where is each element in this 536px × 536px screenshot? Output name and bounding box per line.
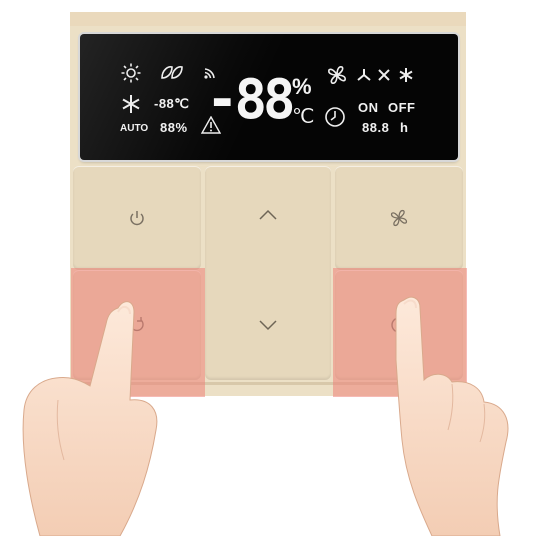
- chevron-up-icon[interactable]: [258, 207, 278, 221]
- panel-bottom-edge: [72, 382, 464, 385]
- power-icon: [130, 211, 144, 226]
- snowflake-icon: [122, 95, 140, 113]
- hours-value: 88.8: [362, 120, 390, 135]
- wifi-icon: [204, 68, 215, 79]
- on-label: ON: [358, 100, 379, 115]
- cool-icon: [378, 69, 390, 81]
- main-celsius-unit: ℃: [292, 106, 315, 128]
- off-label: OFF: [388, 100, 416, 115]
- fan-low-icon: [357, 69, 371, 81]
- chevron-down-icon[interactable]: [258, 319, 278, 333]
- auto-label: AUTO: [120, 123, 149, 134]
- up-down-button[interactable]: [205, 166, 331, 380]
- hands-illustration: [22, 296, 509, 536]
- snowflake-small-icon: [399, 68, 413, 82]
- fan-icon: [328, 66, 346, 84]
- sun-icon: [121, 63, 141, 83]
- lcd-display: -88℃ AUTO 88% -88 % ℃ ON OFF 88.8 h: [80, 34, 458, 160]
- small-humidity: 88%: [160, 120, 188, 135]
- fan-button[interactable]: [335, 166, 463, 270]
- left-hand: [22, 301, 158, 536]
- leaf-icon: [161, 66, 183, 79]
- clock-icon: [325, 107, 345, 127]
- right-hand: [395, 296, 509, 536]
- main-percent-unit: %: [292, 74, 312, 99]
- panel-top-edge: [70, 12, 466, 26]
- small-temperature: -88℃: [154, 96, 190, 111]
- power-button[interactable]: [73, 166, 201, 270]
- fan-icon: [390, 209, 408, 227]
- hours-unit: h: [400, 120, 409, 135]
- main-temperature: -88: [206, 68, 296, 131]
- warning-icon: [201, 116, 221, 134]
